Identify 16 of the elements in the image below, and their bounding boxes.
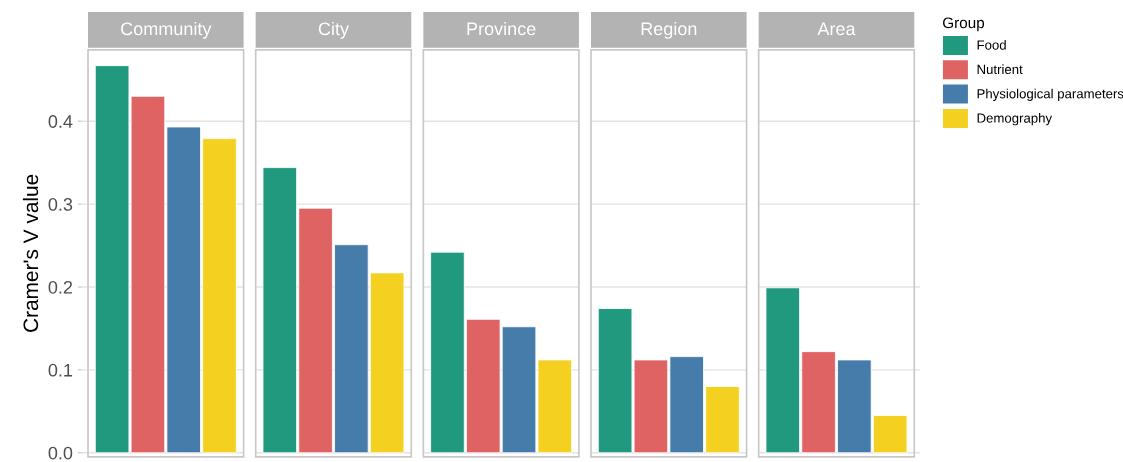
- legend-label: Demography: [977, 113, 1053, 126]
- x-tick-label: Community: [121, 21, 212, 39]
- y-axis-title: Cramer's V value: [22, 174, 39, 332]
- legend-label: Physiological parameters: [977, 88, 1123, 102]
- x-tick-label: City: [318, 21, 349, 39]
- y-tick-label: 0.4: [48, 115, 73, 128]
- y-tick-label: 0.0: [48, 446, 73, 460]
- legend-label: Nutrient: [977, 64, 1023, 75]
- x-tick-label: Province: [467, 21, 536, 36]
- y-tick-label: 0.3: [48, 198, 73, 211]
- legend-title: Group: [943, 17, 985, 32]
- y-tick-label: 0.1: [48, 363, 73, 377]
- x-tick-label: Area: [817, 22, 856, 36]
- y-tick-label: 0.2: [48, 280, 73, 294]
- legend-label: Food: [977, 40, 1006, 50]
- x-tick-label: Region: [641, 21, 697, 39]
